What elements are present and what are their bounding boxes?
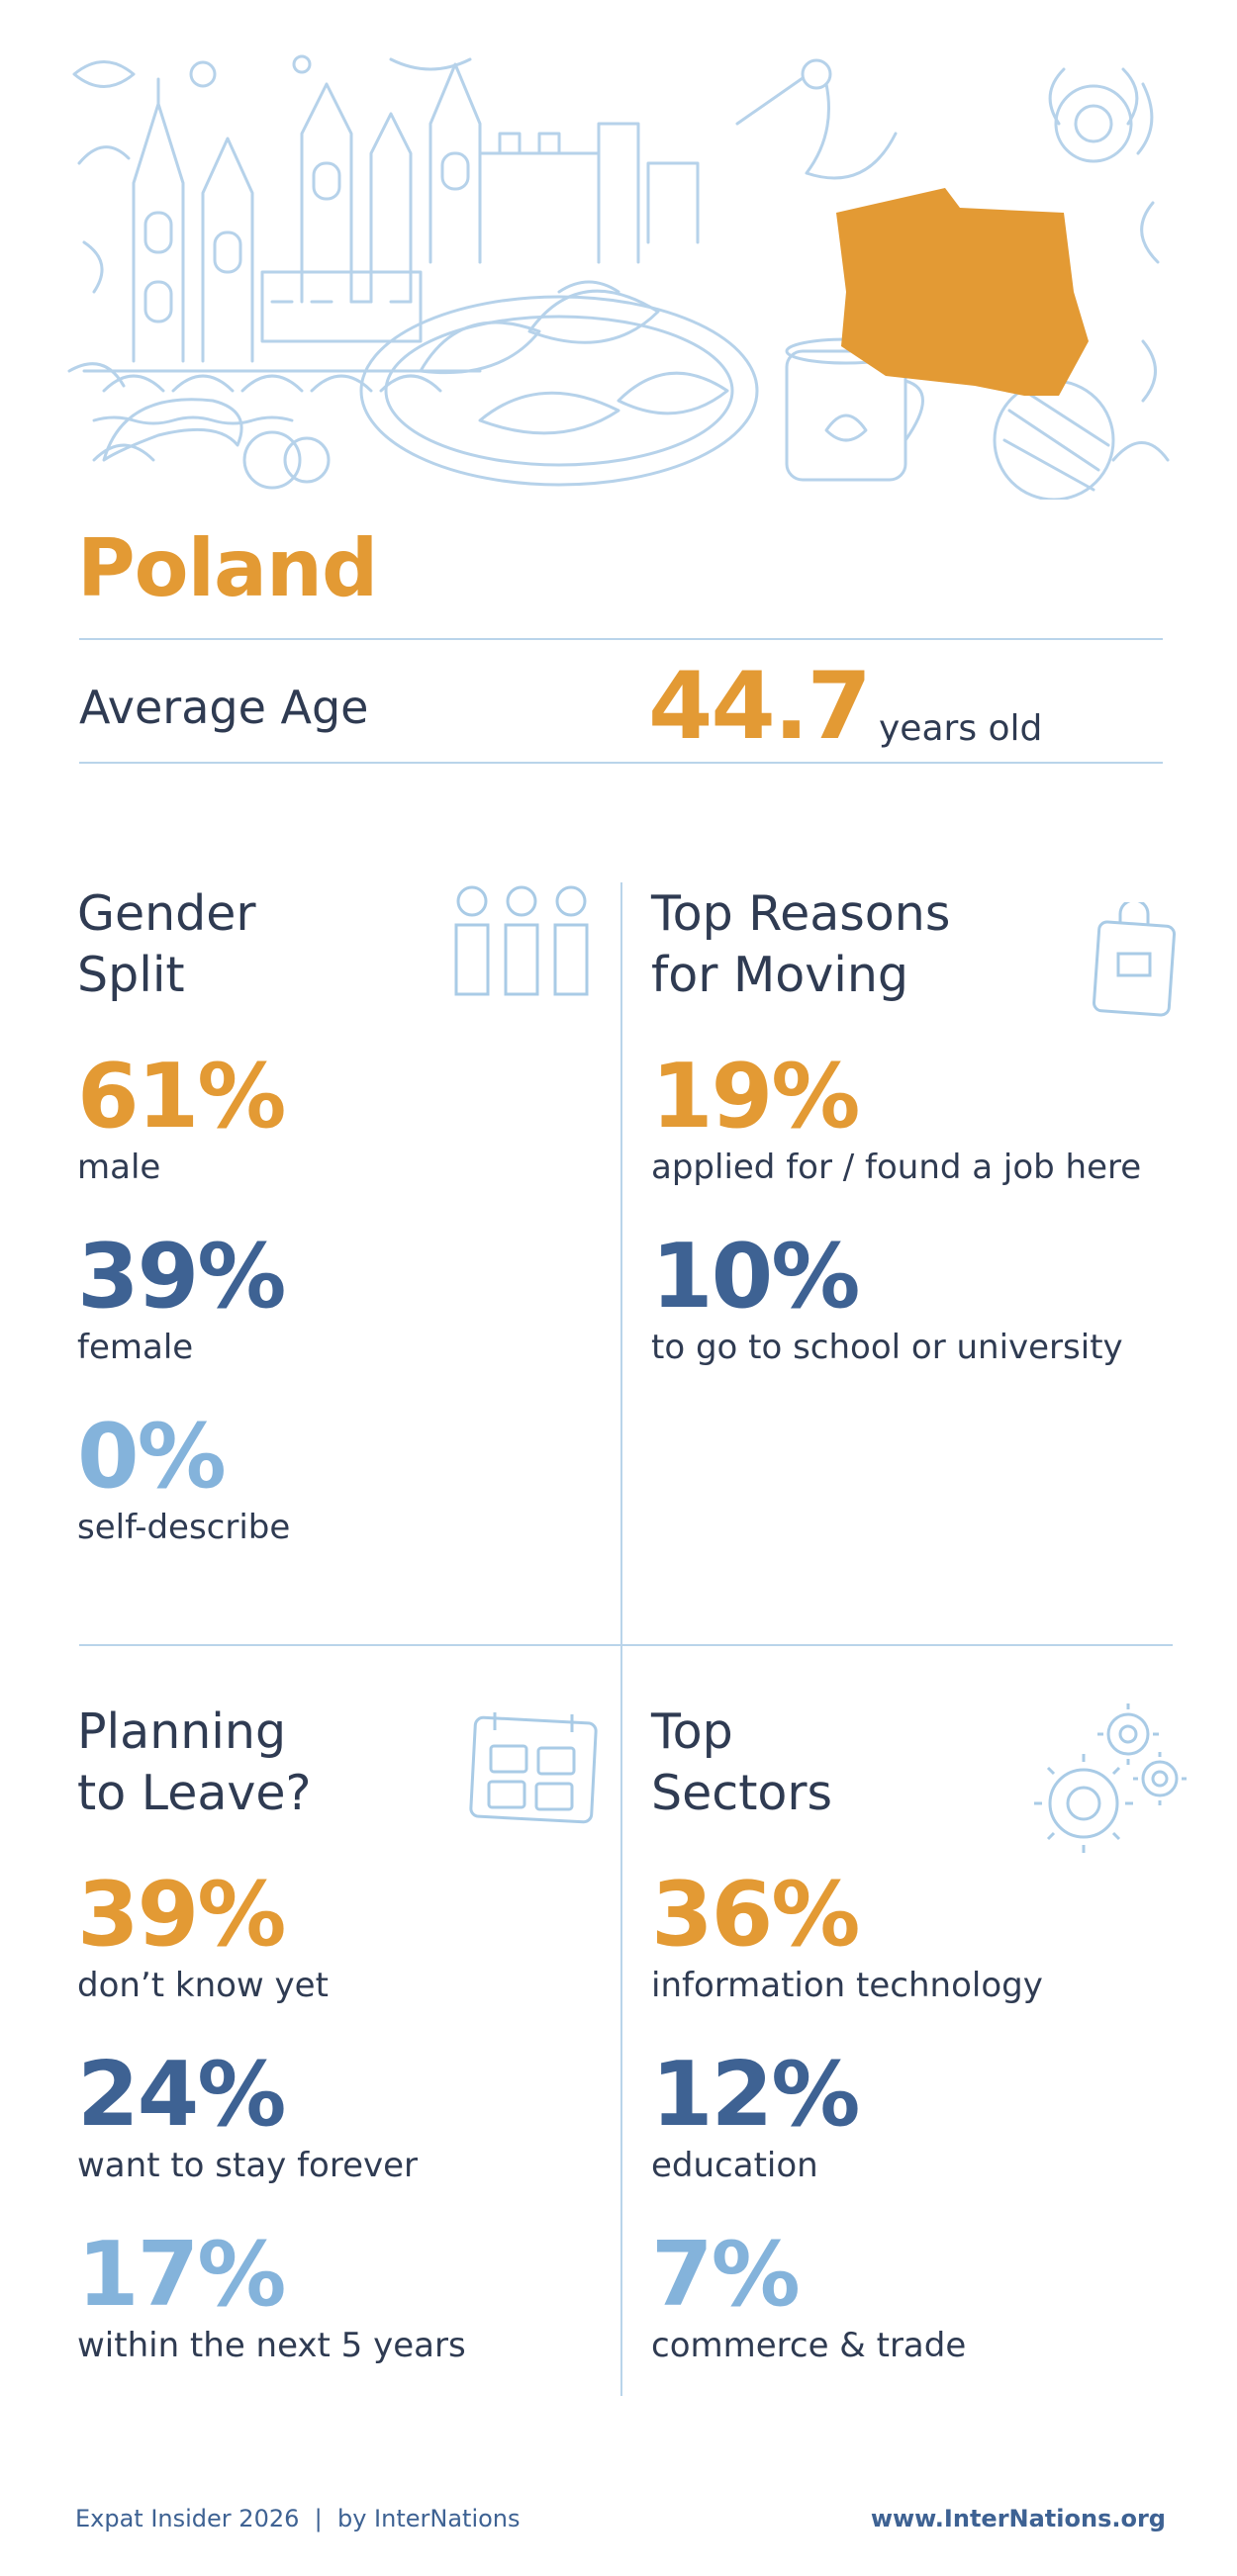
pierogi-plate [359,280,759,487]
stat-pct: 39% [77,1863,286,1967]
stat-dont-know: 39% don’t know yet [77,1868,631,2008]
stat-pct: 7% [651,2223,801,2327]
stat-pct: 17% [77,2223,286,2327]
leave-title: Planning to Leave? [77,1703,312,1821]
people-icon [454,885,589,996]
stat-pct: 10% [651,1225,860,1329]
stat-next-5-years: 17% within the next 5 years [77,2228,631,2368]
stat-label: female [77,1328,194,1367]
stat-label: applied for / found a job here [651,1148,1142,1187]
reasons-section: Top Reasons for Moving 19% applied for /… [651,883,1205,1410]
sausage [102,398,331,490]
stat-it: 36% information technology [651,1868,1205,2008]
stork [735,58,898,180]
stat-label: within the next 5 years [77,2326,466,2365]
average-age-unit: years old [879,708,1043,749]
gender-split-section: Gender Split 61% male 39% female 0% self… [77,883,631,1590]
shopping-bag-icon [1092,902,1177,1017]
stat-label: don’t know yet [77,1966,329,2005]
stat-pct: 24% [77,2043,286,2147]
stat-label: commerce & trade [651,2326,967,2365]
stat-education: 12% education [651,2048,1205,2188]
stat-label: male [77,1148,161,1187]
stat-pct: 39% [77,1225,286,1329]
poland-map-shape [836,188,1089,396]
stat-pct: 0% [77,1405,227,1509]
stat-stay-forever: 24% want to stay forever [77,2048,631,2188]
divider-age-bottom [79,762,1163,764]
stat-self-describe: 0% self-describe [77,1410,631,1550]
stat-reason-job: 19% applied for / found a job here [651,1050,1205,1190]
gears-icon [1034,1703,1187,1853]
stat-label: self-describe [77,1508,291,1547]
stat-label: education [651,2146,818,2185]
leave-section: Planning to Leave? 39% don’t know yet 24… [77,1702,631,2408]
stat-pct: 12% [651,2043,860,2147]
stat-label: information technology [651,1966,1043,2005]
stat-reason-school: 10% to go to school or university [651,1230,1205,1370]
gender-split-title: Gender Split [77,885,256,1003]
sectors-section: Top Sectors 36% information technology 1… [651,1702,1205,2408]
stat-label: want to stay forever [77,2146,419,2185]
reasons-title: Top Reasons for Moving [651,885,951,1003]
sectors-title: Top Sectors [651,1703,833,1821]
stat-pct: 36% [651,1863,860,1967]
footer-credit: Expat Insider 2026 | by InterNations [75,2505,521,2532]
stat-commerce: 7% commerce & trade [651,2228,1205,2368]
divider-middle [79,1644,1173,1646]
stat-label: to go to school or university [651,1328,1123,1367]
floral-ornament [67,54,1170,462]
bread [993,379,1115,500]
stat-pct: 61% [77,1045,286,1149]
footer-website-link[interactable]: www.InterNations.org [870,2505,1166,2532]
divider-vertical [620,882,622,2396]
bridge [82,369,482,425]
castle-skyline [132,62,700,363]
calendar-icon [469,1712,598,1824]
average-age-label: Average Age [79,681,369,734]
average-age-value: 44.7 [648,653,872,761]
stat-male: 61% male [77,1050,631,1190]
stat-pct: 19% [651,1045,860,1149]
divider-top [79,638,1163,640]
stat-female: 39% female [77,1230,631,1370]
country-title: Poland [77,522,378,614]
hero-illustration [67,54,1170,500]
